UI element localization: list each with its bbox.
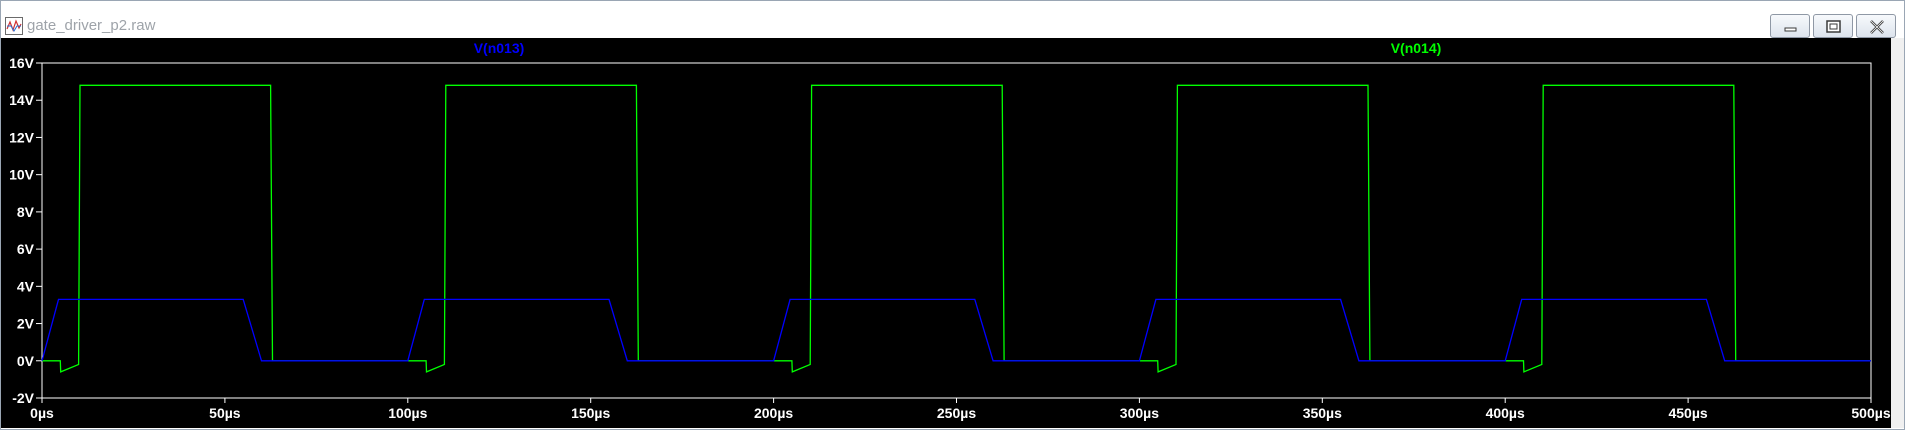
y-tick-label: 6V: [17, 241, 35, 257]
y-tick-label: 14V: [9, 92, 35, 108]
x-tick-label: 50µs: [209, 405, 241, 421]
title-bar[interactable]: gate_driver_p2.raw: [1, 1, 1904, 38]
y-tick-label: 16V: [9, 55, 35, 71]
window-title: gate_driver_p2.raw: [27, 17, 156, 34]
y-tick-label: 8V: [17, 204, 35, 220]
series-line-vn014: [42, 84, 1871, 373]
x-tick-label: 400µs: [1486, 405, 1525, 421]
plot-area[interactable]: -2V 0V 2V 4V 6V 8V 10V 12V 14V 16V 0µs 50µs 100µs 150…: [1, 38, 1891, 428]
x-tick-label: 450µs: [1668, 405, 1707, 421]
y-tick-label: 12V: [9, 129, 35, 145]
y-tick-label: 0V: [17, 353, 35, 369]
window-edge: [1891, 38, 1904, 428]
x-tick-label: 500µs: [1851, 405, 1890, 421]
close-icon: [1870, 20, 1884, 34]
x-tick-label: 100µs: [388, 405, 427, 421]
restore-icon: [1826, 20, 1841, 33]
y-tick-label: 10V: [9, 167, 35, 183]
y-tick-label: 2V: [17, 316, 35, 332]
close-button[interactable]: [1856, 14, 1896, 38]
waveform-app-icon: [5, 17, 23, 35]
minimize-icon: [1784, 27, 1797, 32]
x-tick-label: 300µs: [1120, 405, 1159, 421]
y-tick-label: 4V: [17, 278, 35, 294]
x-tick-label: 150µs: [571, 405, 610, 421]
x-tick-label: 0µs: [30, 405, 54, 421]
legend-vn013: V(n013): [474, 40, 525, 56]
x-tick-label: 250µs: [937, 405, 976, 421]
legend-vn014: V(n014): [1391, 40, 1442, 56]
waveform-chart: -2V 0V 2V 4V 6V 8V 10V 12V 14V 16V 0µs 50µs 100µs 150…: [9, 40, 1891, 421]
x-tick-label: 350µs: [1303, 405, 1342, 421]
minimize-button[interactable]: [1770, 14, 1810, 38]
y-tick-label: -2V: [12, 390, 34, 406]
plot-frame: [41, 62, 1872, 399]
x-tick-label: 200µs: [754, 405, 793, 421]
series-line-vn013: [41, 298, 1871, 362]
restore-button[interactable]: [1813, 14, 1853, 38]
